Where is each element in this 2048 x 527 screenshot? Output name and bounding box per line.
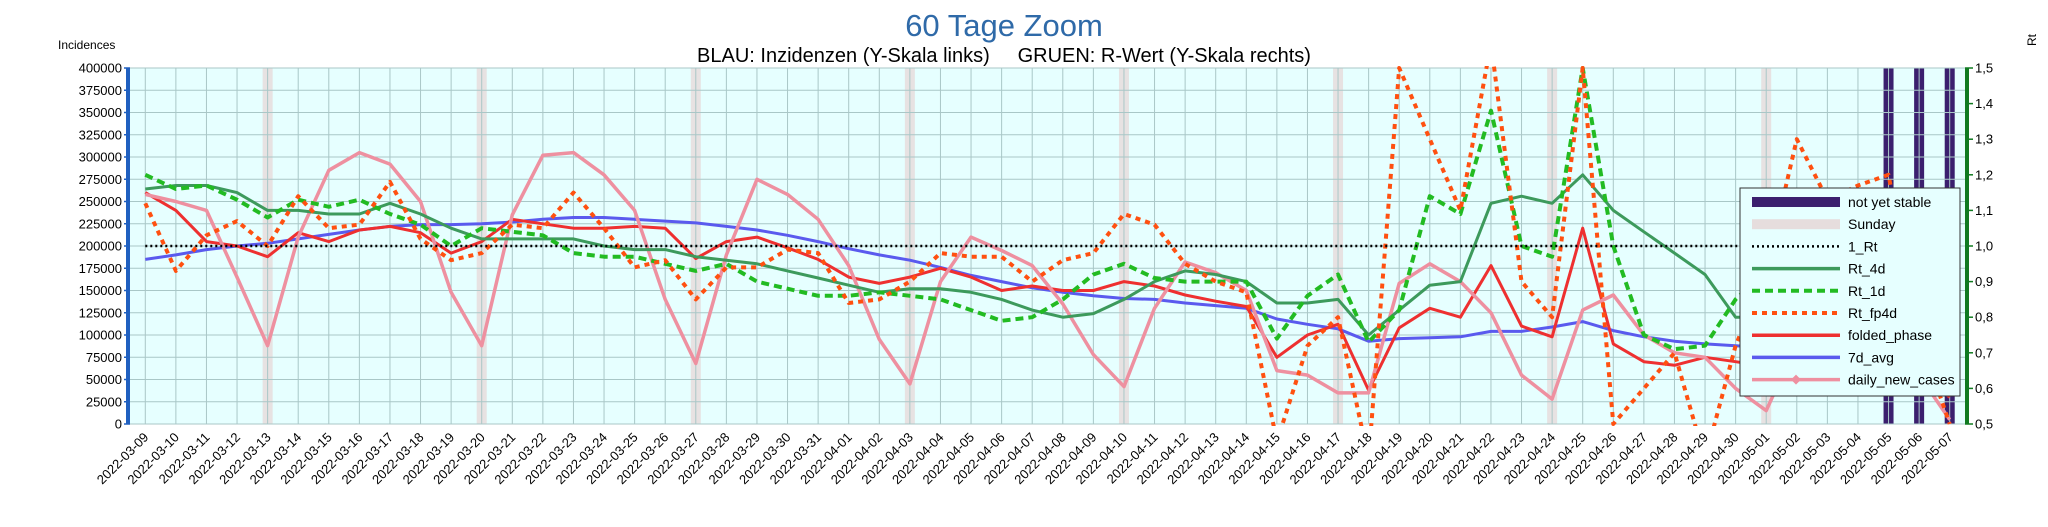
left-tick-label: 325000 <box>79 127 122 142</box>
left-tick-label: 250000 <box>79 194 122 209</box>
legend-label: daily_new_cases <box>1848 372 1955 388</box>
legend-label: Rt_4d <box>1848 261 1885 277</box>
left-tick-label: 225000 <box>79 216 122 231</box>
legend-swatch <box>1752 219 1840 230</box>
legend-label: 1_Rt <box>1848 238 1878 254</box>
legend: not yet stable Sunday 1_Rt Rt_4d Rt_1d Rt_fp4… <box>1739 187 1961 397</box>
legend-label: Sunday <box>1848 216 1895 232</box>
series-lines <box>143 66 1952 426</box>
left-tick-label: 300000 <box>79 150 122 165</box>
left-tick-label: 50000 <box>86 372 122 387</box>
left-tick-label: 200000 <box>79 239 122 254</box>
legend-swatch <box>1752 197 1840 207</box>
right-tick-label: 0,6 <box>1975 381 1993 396</box>
left-axis-label: Incidences <box>58 38 115 52</box>
legend-label: Rt_1d <box>1848 283 1885 299</box>
legend-label: 7d_avg <box>1848 349 1894 365</box>
left-tick-label: 350000 <box>79 105 122 120</box>
right-tick-label: 1,2 <box>1975 167 1993 182</box>
right-axis-label: Rt <box>2025 33 2039 46</box>
left-tick-label: 125000 <box>79 305 122 320</box>
chart-title: 60 Tage Zoom <box>905 8 1103 43</box>
legend-label: not yet stable <box>1848 194 1931 210</box>
right-tick-label: 0,5 <box>1975 417 1993 432</box>
left-tick-label: 25000 <box>86 394 122 409</box>
right-tick-label: 1,1 <box>1975 203 1993 218</box>
right-tick-label: 0,7 <box>1975 345 1993 360</box>
legend-label: folded_phase <box>1848 327 1932 343</box>
left-tick-label: 0 <box>115 417 122 432</box>
series-folded-phase <box>144 191 1951 399</box>
series-Rt-4d <box>145 173 1951 337</box>
series-daily-new-cases <box>144 150 1952 421</box>
legend-marker <box>1791 374 1801 385</box>
right-tick-label: 1,0 <box>1975 239 1993 254</box>
right-tick-label: 0,8 <box>1975 310 1993 325</box>
axes: 0 25000 50000 75000 100000 125000 150000 175000… <box>79 61 1993 488</box>
series-Rt-1d <box>144 66 1951 352</box>
left-tick-label: 375000 <box>79 83 122 98</box>
left-tick-label: 275000 <box>79 172 122 187</box>
left-tick-label: 175000 <box>79 261 122 276</box>
right-tick-label: 1,5 <box>1975 61 1993 76</box>
right-tick-label: 0,9 <box>1975 274 1993 289</box>
chart-subtitle: BLAU: Inzidenzen (Y-Skala links) GRUEN: … <box>697 45 1311 67</box>
left-tick-label: 150000 <box>79 283 122 298</box>
left-tick-label: 75000 <box>86 350 122 365</box>
left-tick-label: 100000 <box>79 328 122 343</box>
left-tick-label: 400000 <box>79 61 122 76</box>
right-tick-label: 1,3 <box>1975 132 1993 147</box>
right-tick-label: 1,4 <box>1975 96 1993 111</box>
legend-label: Rt_fp4d <box>1848 305 1897 321</box>
